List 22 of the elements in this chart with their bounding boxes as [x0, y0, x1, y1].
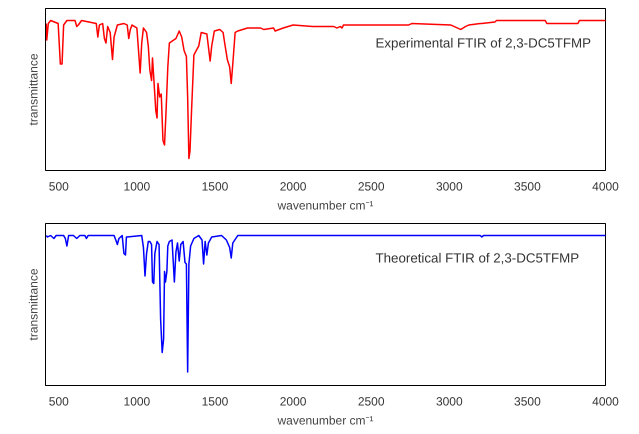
x-tick-label: 2000: [280, 180, 307, 194]
x-axis-title: wavenumber cm⁻¹: [276, 414, 374, 428]
x-tick-label: 1500: [202, 180, 229, 194]
x-tick-label: 500: [48, 180, 70, 194]
x-tick-label: 2500: [358, 180, 385, 194]
x-tick-label: 3500: [514, 394, 542, 408]
x-tick-label: 1000: [124, 394, 151, 408]
x-tick-label: 3500: [514, 180, 542, 194]
x-axis-title: wavenumber cm⁻¹: [276, 198, 374, 212]
annotation: Experimental FTIR of 2,3-DC5TFMP: [376, 36, 592, 50]
x-tick-label: 1000: [124, 180, 151, 194]
x-tick-label: 2500: [358, 394, 385, 408]
x-tick-label: 4000: [592, 180, 620, 194]
x-tick-label: 3000: [436, 180, 463, 194]
x-tick-label: 1500: [202, 394, 229, 408]
y-axis-title: transmittance: [26, 53, 40, 126]
x-tick-label: 500: [48, 394, 70, 408]
annotation: Theoretical FTIR of 2,3-DC5TFMP: [376, 250, 580, 266]
x-tick-label: 2000: [280, 394, 307, 408]
x-tick-label: 3000: [436, 394, 463, 408]
x-tick-label: 4000: [592, 394, 620, 408]
y-axis-title: transmittance: [26, 268, 40, 341]
